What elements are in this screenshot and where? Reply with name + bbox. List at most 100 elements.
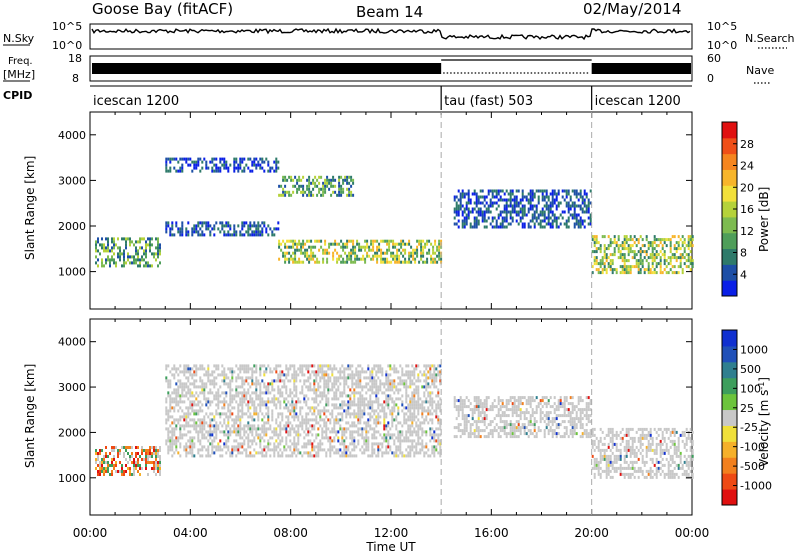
velocity-cell (377, 367, 380, 371)
velocity-cell (555, 426, 558, 430)
velocity-cell (461, 432, 464, 436)
velocity-cell (191, 403, 194, 407)
velocity-cell (299, 379, 302, 383)
power-cell (587, 207, 590, 211)
velocity-cell (331, 388, 334, 392)
velocity-cell (185, 370, 188, 374)
velocity-cell (319, 376, 322, 380)
power-cell (583, 189, 586, 193)
velocity-cell (403, 379, 406, 383)
cpid-mode-label: tau (fast) 503 (444, 94, 533, 109)
power-cell (247, 157, 250, 161)
power-cell (376, 254, 379, 258)
velocity-cell (175, 400, 178, 404)
velocity-cell (345, 412, 348, 416)
velocity-cell (401, 379, 404, 383)
power-cell (292, 184, 295, 188)
velocity-cell (185, 412, 188, 416)
velocity-cell (193, 418, 196, 422)
velocity-cell (195, 367, 198, 371)
power-cell (521, 192, 524, 196)
velocity-cell (169, 448, 172, 452)
velocity-cell (357, 427, 360, 431)
power-cell (573, 204, 576, 208)
velocity-cell (391, 436, 394, 440)
velocity-cell (313, 454, 316, 458)
velocity-cell (385, 424, 388, 428)
power-cell (340, 245, 343, 249)
power-cell (201, 224, 204, 228)
velocity-cell (493, 417, 496, 421)
velocity-cell (381, 436, 384, 440)
velocity-cell (173, 421, 176, 425)
power-cell (280, 248, 283, 252)
power-cell (671, 271, 674, 275)
power-cell (471, 207, 474, 211)
velocity-cell (149, 446, 151, 449)
power-cell (229, 227, 232, 231)
power-cell (438, 242, 441, 246)
velocity-cell (343, 370, 346, 374)
velocity-cell (315, 388, 318, 392)
velocity-cell (325, 430, 328, 434)
power-cell (461, 225, 464, 229)
velocity-cell (239, 364, 242, 368)
velocity-cell (223, 430, 226, 434)
power-cell (677, 241, 680, 245)
velocity-cell (549, 396, 552, 400)
velocity-cell (205, 412, 208, 416)
velocity-cell (347, 373, 350, 377)
power-cell (479, 195, 482, 199)
power-cell (571, 216, 574, 220)
power-cell (390, 239, 393, 243)
power-cell (457, 225, 460, 229)
power-cell (310, 239, 313, 243)
velocity-cell (281, 451, 284, 455)
power-cell (257, 224, 260, 228)
power-cell (255, 163, 258, 167)
power-cell (573, 225, 576, 229)
velocity-cell (577, 420, 580, 424)
velocity-cell (299, 412, 302, 416)
power-cell (286, 251, 289, 255)
velocity-cell (189, 439, 192, 443)
velocity-cell (183, 370, 186, 374)
power-cell (523, 204, 526, 208)
power-cell (675, 241, 678, 245)
power-cell (597, 241, 600, 245)
power-cell (334, 248, 337, 252)
velocity-cell (241, 376, 244, 380)
velocity-cell (389, 409, 392, 413)
velocity-cell (569, 432, 572, 436)
power-cell (633, 241, 636, 245)
power-cell (129, 240, 131, 244)
power-cell (308, 184, 311, 188)
velocity-cell (335, 430, 338, 434)
power-cell (145, 261, 147, 265)
velocity-cell (269, 448, 272, 452)
power-cell (533, 222, 536, 226)
velocity-cell (353, 391, 356, 395)
power-cell (259, 230, 262, 234)
power-cell (438, 257, 441, 261)
power-cell (312, 254, 315, 258)
velocity-cell (205, 448, 208, 452)
power-cell (547, 198, 550, 202)
velocity-cell (231, 418, 234, 422)
power-cell (599, 247, 602, 251)
velocity-cell (473, 405, 476, 409)
velocity-cell (349, 373, 352, 377)
power-cell (569, 207, 572, 211)
velocity-cell (343, 445, 346, 449)
power-cell (567, 225, 570, 229)
velocity-cell (519, 402, 522, 406)
velocity-cell (197, 400, 200, 404)
velocity-cell (313, 373, 316, 377)
velocity-cell (267, 418, 270, 422)
power-cell (372, 254, 375, 258)
velocity-cell (499, 399, 502, 403)
power-cell (675, 271, 678, 275)
power-cell (579, 207, 582, 211)
velocity-cell (111, 464, 113, 467)
velocity-cell (411, 382, 414, 386)
